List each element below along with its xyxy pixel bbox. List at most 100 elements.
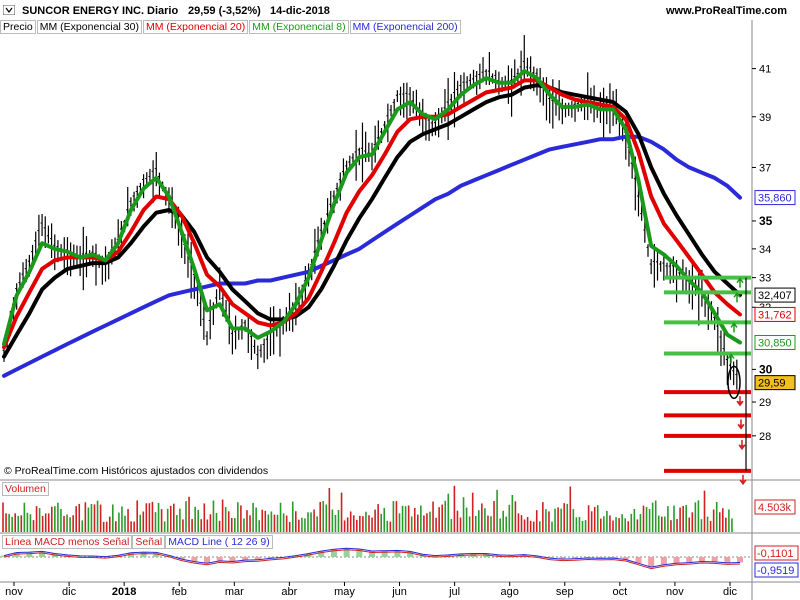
macd-hist-bar (153, 552, 160, 557)
legend-item-ema8[interactable]: MM (Exponencial 8) (249, 20, 349, 34)
macd-hist-bar (343, 548, 350, 557)
macd-hist-label[interactable]: Línea MACD menos Señal (2, 535, 133, 549)
macd-hist-bar (267, 557, 274, 559)
y-tick-label: 30 (759, 362, 773, 376)
macd-hist-bar (711, 557, 718, 562)
price-label: 30,850 (758, 337, 792, 349)
macd-hist-bar (533, 555, 540, 557)
macd-hist-bar (737, 557, 743, 563)
macd-legend: Línea MACD menos Señal Señal MACD Line (… (2, 535, 273, 549)
price-label-box (754, 287, 796, 303)
series-line-mm-exponencial-20- (2, 78, 742, 350)
legend-item-ema30[interactable]: MM (Exponencial 30) (36, 20, 142, 34)
y-tick-label: 28 (759, 431, 771, 443)
macd-hist-bar (140, 552, 147, 557)
macd-hist-bar (229, 557, 236, 562)
macd-hist-bar (432, 555, 439, 557)
macd-value-box (754, 545, 799, 561)
macd-hist-bar (1, 555, 7, 557)
macd-hist-bar (242, 557, 249, 561)
macd-hist-bar (39, 551, 46, 557)
macd-hist-bar (26, 552, 33, 557)
macd-hist-bar (292, 555, 299, 557)
site-link[interactable]: www.ProRealTime.com (666, 5, 788, 17)
y-tick-label: 41 (759, 64, 771, 76)
x-tick-label: feb (172, 586, 187, 598)
price-label: 29,59 (758, 378, 786, 390)
x-tick-label: oct (613, 586, 628, 598)
up-arrow-icon (727, 353, 735, 364)
macd-hist-bar (470, 553, 477, 557)
x-tick-label: nov (5, 586, 23, 598)
x-tick-label: ago (501, 586, 519, 598)
price-label-box (754, 375, 796, 391)
series-line-mm-exponencial-30- (2, 83, 742, 359)
collapse-icon[interactable] (3, 5, 15, 15)
macd-hist-bar (165, 555, 172, 557)
macd-hist-bar (686, 557, 693, 563)
macd-hist-bar (127, 552, 134, 557)
down-arrow-icon (737, 419, 745, 430)
x-tick-label: abr (281, 586, 297, 598)
copyright-note: © ProRealTime.com Históricos ajustados c… (2, 465, 271, 477)
chart-header: SUNCOR ENERGY INC. Diario 29,59 (-3,52%)… (0, 0, 800, 20)
y-tick-label: 39 (759, 112, 771, 124)
macd-hist-bar (381, 550, 388, 557)
macd-hist-bar (457, 553, 464, 557)
down-arrow-icon (739, 474, 747, 486)
legend-item-ema200[interactable]: MM (Exponencial 200) (349, 20, 461, 34)
macd-line-label[interactable]: MACD Line ( 12 26 9) (165, 535, 273, 549)
macd-hist-bar (369, 551, 375, 557)
macd-hist-bar (584, 557, 591, 559)
volume-value-box (754, 499, 796, 515)
legend-item-ema20[interactable]: MM (Exponencial 20) (142, 20, 249, 34)
macd-hist-bar (495, 554, 502, 557)
price-label: 31,762 (758, 309, 792, 321)
indicator-legend: Precio MM (Exponencial 30) MM (Exponenci… (0, 20, 462, 34)
macd-hist-bar (178, 557, 185, 560)
macd-hist-bar (635, 557, 642, 564)
y-tick-label: 29 (759, 397, 771, 409)
macd-hist-bar (559, 557, 566, 560)
macd-hist-bar (330, 549, 337, 557)
macd-hist-bar (648, 557, 655, 568)
macd-hist-bar (698, 557, 705, 562)
up-arrow-icon (730, 322, 738, 333)
x-tick-label: nov (666, 586, 684, 598)
macd-hist-bar (572, 557, 579, 559)
volume-value: 4.503k (758, 502, 792, 514)
series-line-mm-exponencial-8- (2, 69, 742, 346)
last-price: 29,59 (-3,52%) (188, 5, 261, 17)
up-arrow-icon (736, 277, 744, 288)
macd-value: -0,1101 (757, 548, 794, 560)
macd-hist-bar (419, 554, 426, 557)
macd-line (3, 547, 741, 568)
volume-title: Volumen (2, 482, 49, 496)
x-tick-label: may (334, 586, 355, 598)
series-line-mm-exponencial-200- (2, 134, 742, 378)
macd-signal-line (3, 549, 741, 570)
macd-hist-bar (356, 548, 363, 557)
x-tick-label: jul (448, 586, 460, 598)
down-arrow-icon (736, 396, 744, 407)
legend-item-price[interactable]: Precio (0, 20, 36, 34)
macd-hist-bar (610, 557, 617, 559)
y-tick-label: 37 (759, 162, 771, 174)
macd-hist-bar (660, 557, 667, 565)
macd-value-box (754, 562, 799, 578)
macd-hist-bar (521, 554, 528, 557)
macd-hist-bar (51, 553, 58, 557)
macd-signal-label[interactable]: Señal (132, 535, 166, 549)
up-arrow-icon (733, 292, 741, 303)
x-tick-label: mar (225, 586, 244, 598)
x-tick-label: dic (723, 586, 738, 598)
macd-hist-bar (318, 551, 325, 557)
price-label-box (754, 334, 796, 350)
x-tick-label: dic (62, 586, 77, 598)
macd-hist-bar (546, 557, 553, 559)
macd-hist-bar (483, 553, 490, 557)
macd-hist-bar (305, 553, 312, 557)
macd-hist-bar (89, 555, 96, 557)
macd-hist-bar (445, 554, 452, 557)
